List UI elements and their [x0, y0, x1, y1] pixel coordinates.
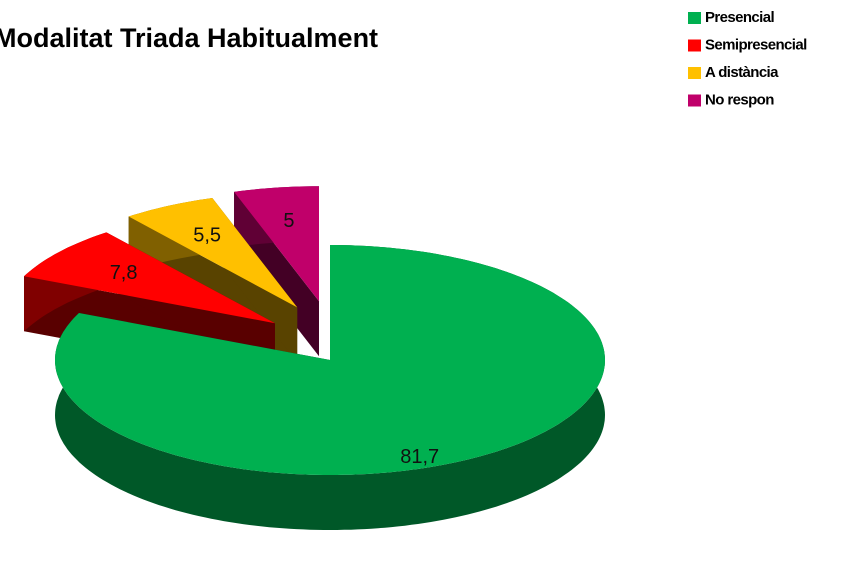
slice	[55, 245, 605, 475]
slice	[128, 198, 298, 308]
slice	[234, 186, 319, 302]
legend-label: No respon	[705, 91, 774, 108]
legend-swatch	[688, 94, 701, 107]
data-label: 5	[283, 210, 294, 232]
legend-label: A distància	[705, 64, 779, 81]
data-label: 81,7	[400, 446, 439, 468]
chart-title: Modalitat Triada Habitualment	[0, 23, 378, 53]
slice	[24, 232, 275, 324]
legend-swatch	[688, 12, 701, 24]
legend-label: Presencial	[705, 9, 774, 26]
legend-swatch	[688, 67, 701, 79]
legend-label: Semipresencial	[705, 36, 807, 53]
data-label: 7,8	[110, 262, 138, 284]
data-label: 5,5	[193, 225, 221, 247]
legend-swatch	[688, 39, 701, 52]
